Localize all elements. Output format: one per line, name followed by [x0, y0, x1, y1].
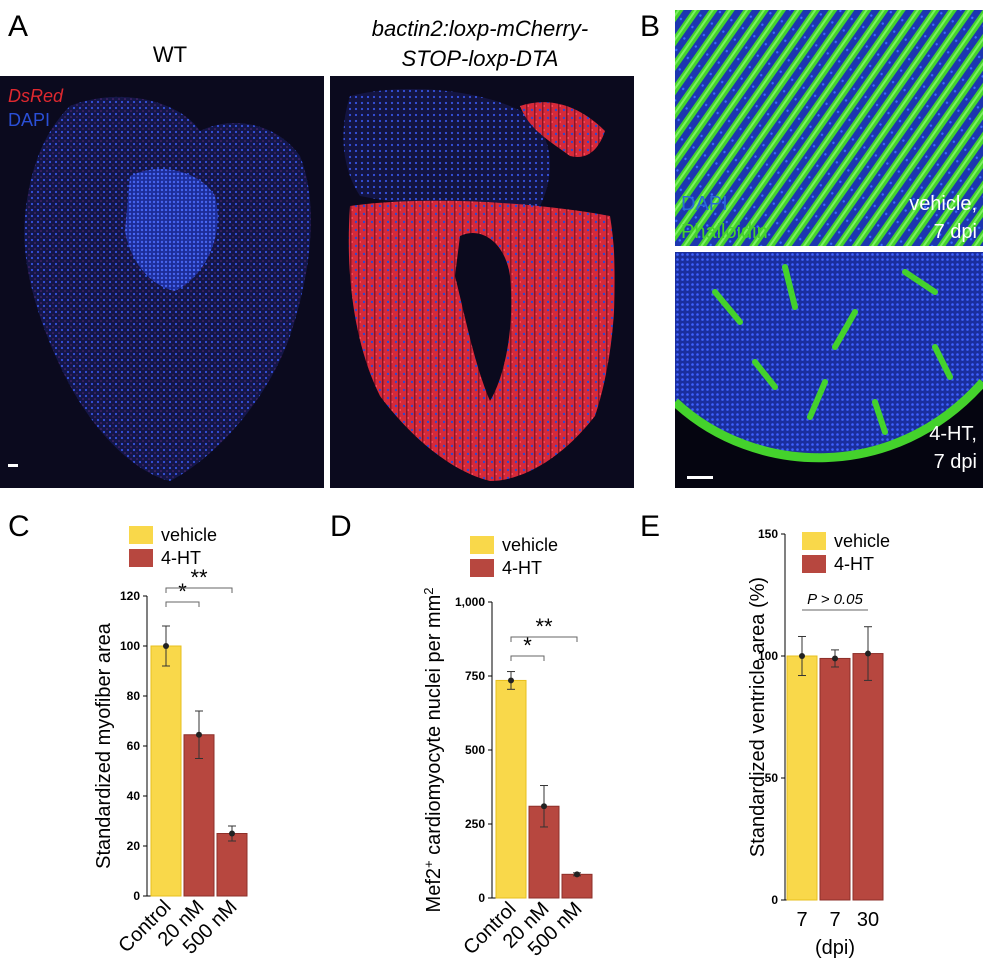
bar [561, 873, 593, 899]
y-tick-label: 150 [758, 527, 778, 541]
panel-a-dta-title-line2: STOP-loxp-DTA [401, 46, 559, 71]
bar [786, 655, 818, 901]
y-tick-label: 1,000 [455, 595, 485, 609]
legend-label: vehicle [161, 525, 217, 545]
y-tick-label: 40 [127, 789, 141, 803]
significance-mark: ** [535, 614, 553, 639]
y-tick-label: 0 [478, 891, 485, 905]
panel-a-dta-title-line1: bactin2:loxp-mCherry- [371, 16, 589, 41]
y-axis-label: Standardized myofiber area [93, 622, 115, 869]
y-tick-label: 80 [127, 689, 141, 703]
annotation-text: P > 0.05 [807, 591, 863, 608]
y-tick-label: 120 [120, 589, 140, 603]
y-tick-label: 750 [465, 669, 485, 683]
y-axis-label: Standardized ventricle area (%) [747, 577, 769, 857]
vehicle-micrograph: DAPI Phalloidin vehicle, 7 dpi [675, 10, 983, 246]
y-axis-label: Mef2+ cardiomyocyte nuclei per mm2 [421, 588, 446, 913]
legend-label: vehicle [502, 535, 558, 555]
significance-bracket [510, 636, 578, 642]
significance-mark: * [523, 633, 532, 658]
chart-e: 0 50 100 150 7 7 30 vehicle 4-HT P > 0.05 Standard… [747, 527, 890, 959]
legend-dapi-b: DAPI [681, 193, 728, 215]
bar [852, 653, 884, 901]
category-label: 30 [857, 909, 879, 931]
legend-label: 4-HT [834, 554, 874, 574]
y-tick-label: 500 [465, 743, 485, 757]
significance-bracket [165, 587, 233, 593]
ht-micrograph: 4-HT, 7 dpi [675, 252, 983, 488]
y-tick-label: 20 [127, 839, 141, 853]
panel-a-wt-title: WT [152, 42, 188, 67]
y-tick-label: 0 [771, 893, 778, 907]
scale-bar-b [687, 476, 713, 479]
legend-label: 4-HT [161, 548, 201, 568]
legend-label: 4-HT [502, 558, 542, 578]
significance-bracket [510, 655, 545, 661]
legend-dapi: DAPI [8, 110, 50, 130]
wt-heart-micrograph: DsRed DAPI [0, 76, 324, 488]
scale-bar [8, 464, 18, 467]
legend-phalloidin: Phalloidin [681, 221, 768, 243]
vehicle-condition-label: vehicle, [909, 193, 977, 215]
legend-swatch [470, 536, 494, 554]
mean-point [229, 830, 235, 837]
significance-mark: * [178, 579, 187, 604]
bar [819, 657, 851, 901]
legend-swatch [802, 555, 826, 573]
legend-swatch [129, 526, 153, 544]
category-label: 7 [796, 909, 807, 931]
mean-point [574, 871, 580, 878]
legend-swatch [470, 559, 494, 577]
ht-dpi-label: 7 dpi [934, 451, 977, 473]
mean-point [865, 650, 871, 657]
bar [150, 645, 182, 897]
bar [183, 734, 215, 897]
mean-point [508, 677, 514, 684]
mean-point [196, 731, 202, 738]
mean-point [832, 655, 838, 662]
y-tick-label: 50 [765, 771, 779, 785]
y-tick-label: 60 [127, 739, 141, 753]
y-tick-label: 250 [465, 817, 485, 831]
bar [495, 679, 527, 899]
y-tick-label: 0 [133, 889, 140, 903]
wt-heart-shape [24, 96, 311, 481]
category-label: 7 [829, 909, 840, 931]
legend-swatch [802, 532, 826, 550]
panel-letter-b: B [640, 10, 661, 43]
panel-letter-a: A [8, 10, 29, 43]
mean-point [799, 653, 805, 659]
panel-letter-e: E [640, 510, 661, 543]
y-tick-label: 100 [758, 649, 778, 663]
y-tick-label: 100 [120, 639, 140, 653]
dta-heart-micrograph [330, 76, 634, 488]
bar [216, 833, 248, 897]
vehicle-dpi-label: 7 dpi [934, 221, 977, 243]
legend-dsred: DsRed [8, 86, 64, 106]
legend-label: vehicle [834, 531, 890, 551]
mean-point [163, 643, 169, 649]
significance-mark: ** [190, 565, 208, 590]
panel-letter-d: D [330, 510, 352, 543]
ht-condition-label: 4-HT, [929, 423, 977, 445]
panel-letter-c: C [8, 510, 30, 543]
legend-swatch [129, 549, 153, 567]
significance-bracket [165, 601, 200, 607]
mean-point [541, 803, 547, 810]
x-axis-label: (dpi) [815, 937, 855, 959]
